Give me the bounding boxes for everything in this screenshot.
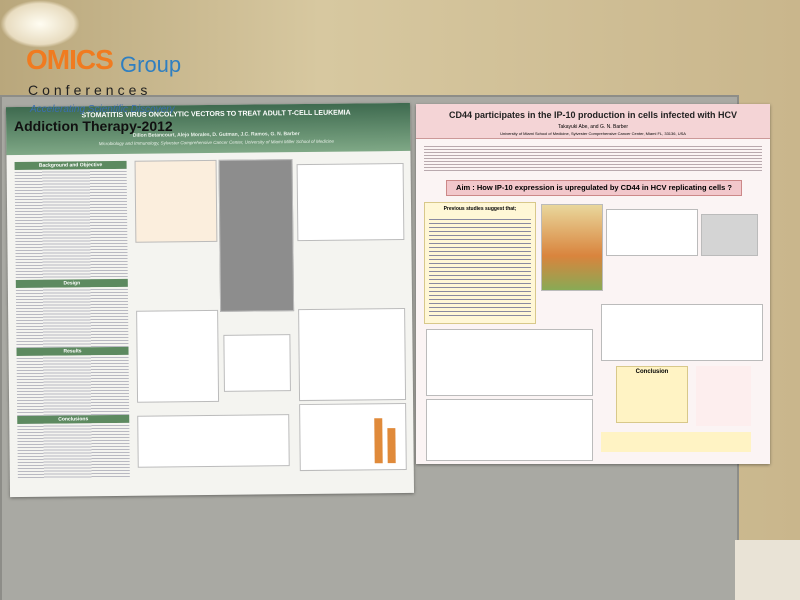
text-block (15, 286, 129, 349)
bar-figure (387, 428, 396, 464)
lamp (0, 0, 80, 48)
bar-figure (374, 418, 383, 464)
figure (606, 209, 698, 256)
diagram (696, 366, 751, 426)
figure (137, 414, 290, 468)
summary-box: Previous studies suggest that; (424, 202, 536, 324)
conclusion-heading: Conclusion (635, 369, 669, 375)
note-box (601, 432, 751, 452)
poster-header (416, 104, 770, 139)
figure (223, 334, 291, 392)
logo-tagline: Accelerating Scientific Discovery (30, 104, 175, 115)
poster-right: CD44 participates in the IP-10 productio… (416, 104, 770, 464)
figure (426, 399, 593, 461)
floor (735, 540, 800, 600)
poster-authors: Takayuki Abe, and G. N. Barber (557, 124, 629, 130)
figure (426, 329, 593, 396)
event-name: Addiction Therapy-2012 (14, 118, 173, 134)
figure (296, 162, 405, 242)
logo-brand: OMICS (26, 44, 114, 75)
logo-line: Conferences (28, 82, 152, 98)
poster-affiliation: University of Miami School of Medicine, … (500, 131, 686, 136)
figure (701, 214, 758, 256)
summary-heading: Previous studies suggest that; (443, 206, 517, 212)
figure (541, 204, 603, 291)
poster-left: STOMATITIS VIRUS ONCOLYTIC VECTORS TO TR… (5, 102, 415, 498)
figure (134, 159, 218, 243)
figure (218, 159, 295, 312)
figure (298, 307, 407, 402)
text-block (429, 216, 531, 316)
logo-group: Group (120, 52, 182, 77)
figure (601, 304, 763, 361)
text-block (14, 168, 128, 281)
figure (136, 309, 220, 403)
column: Background and Objective Design Results … (14, 160, 130, 480)
aim-banner: Aim : How IP-10 expression is upregulate… (446, 180, 742, 196)
poster-title: CD44 participates in the IP-10 productio… (448, 110, 738, 120)
abstract (424, 144, 762, 172)
conclusion-box: Conclusion (616, 366, 688, 423)
text-block (16, 354, 130, 417)
text-block (17, 422, 130, 480)
